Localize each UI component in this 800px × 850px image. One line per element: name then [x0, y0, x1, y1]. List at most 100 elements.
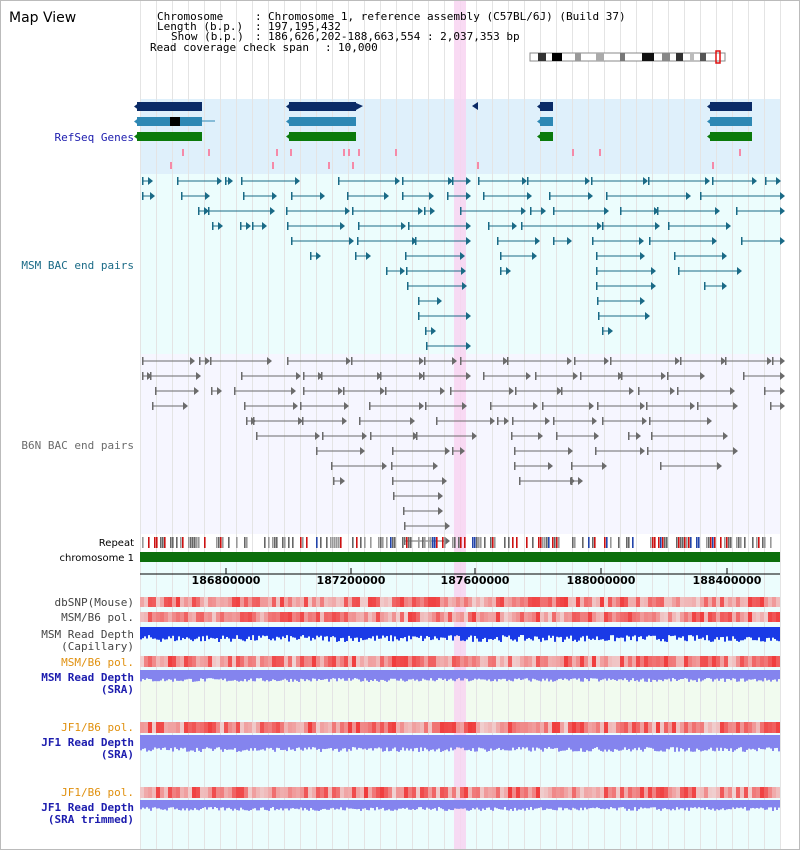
depth-bar: [636, 670, 638, 681]
depth-bar: [658, 735, 660, 752]
depth-bar: [174, 627, 176, 642]
depth-bar: [436, 735, 438, 750]
depth-bar: [320, 735, 322, 752]
depth-bar: [198, 627, 200, 637]
msm-bac-label[interactable]: MSM BAC end pairs: [21, 259, 134, 272]
depth-bar: [482, 670, 484, 680]
heat-cell: [596, 612, 600, 622]
b6n-bac-pair-end: [780, 387, 785, 395]
depth-bar: [524, 735, 526, 749]
heat-cell: [168, 597, 172, 607]
b6n-bac-pair-end: [318, 372, 323, 380]
depth-bar: [720, 670, 722, 679]
msm-bac-pair-end: [596, 267, 598, 275]
b6n-bac-pair-end: [621, 372, 623, 380]
depth-bar: [140, 735, 142, 751]
depth-bar: [722, 735, 724, 751]
b6n-bac-pair-end: [472, 432, 477, 440]
depth-bar: [166, 627, 168, 640]
depth-bar: [210, 670, 212, 679]
depth-bar: [688, 735, 690, 748]
depth-bar: [230, 627, 232, 642]
depth-bar: [330, 735, 332, 748]
heat-cell: [388, 722, 392, 733]
depth-bar: [578, 800, 580, 811]
depth-bar: [506, 670, 508, 682]
heat-cell: [680, 597, 684, 607]
heat-cell: [700, 612, 704, 622]
depth-bar: [294, 670, 296, 680]
msm-bac-pair-end: [640, 297, 645, 305]
refseq-genes-label[interactable]: RefSeq Genes: [55, 131, 134, 144]
depth-bar: [636, 627, 638, 642]
heat-cell: [320, 722, 324, 733]
repeat-element: [302, 537, 304, 548]
heat-cell: [764, 612, 768, 622]
depth-bar: [158, 627, 160, 640]
msm-bac-end-pairs-track[interactable]: [142, 177, 785, 350]
depth-bar: [416, 627, 418, 638]
repeat-element: [484, 537, 486, 548]
depth-bar: [192, 800, 194, 811]
depth-bar: [652, 735, 654, 749]
depth-bar: [300, 670, 302, 679]
heat-cell: [392, 787, 396, 798]
depth-bar: [366, 670, 368, 681]
b6n-bac-pair-end: [680, 357, 682, 365]
b6n-bac-pair-end: [651, 432, 653, 440]
msm-bac-pair-end: [212, 222, 214, 230]
heat-cell: [280, 722, 284, 733]
depth-bar: [584, 800, 586, 808]
depth-bar: [596, 800, 598, 808]
depth-bar: [564, 800, 566, 809]
heat-cell: [564, 656, 568, 667]
msm-bac-pair-end: [425, 327, 427, 335]
depth-bar: [442, 800, 444, 810]
heat-cell: [160, 612, 164, 622]
depth-bar: [380, 670, 382, 680]
depth-bar: [440, 670, 442, 679]
depth-bar: [554, 735, 556, 749]
msm-bac-pair-end: [606, 192, 608, 200]
depth-bar: [268, 735, 270, 749]
depth-bar: [310, 800, 312, 808]
gene-model: [540, 117, 553, 126]
depth-bar: [162, 800, 164, 810]
depth-bar: [456, 627, 458, 636]
b6n-bac-end-pairs-track[interactable]: [142, 357, 785, 545]
b6n-bac-pair-end: [142, 357, 144, 365]
depth-bar: [442, 735, 444, 752]
b6n-bac-pair-end: [445, 537, 450, 545]
depth-bar: [630, 800, 632, 811]
heat-cell: [156, 656, 160, 667]
heat-cell: [204, 722, 208, 733]
depth-bar: [556, 670, 558, 681]
depth-bar: [658, 800, 660, 810]
heat-cell: [768, 612, 772, 622]
refseq-genes-track[interactable]: [134, 102, 752, 169]
heat-cell: [472, 612, 476, 622]
heat-cell: [284, 597, 288, 607]
depth-bar: [750, 627, 752, 638]
depth-bar: [566, 800, 568, 809]
heat-cell: [764, 597, 768, 607]
heat-cell: [508, 597, 512, 607]
depth-bar: [718, 627, 720, 640]
heat-cell: [204, 597, 208, 607]
depth-bar: [580, 627, 582, 638]
depth-bar: [284, 627, 286, 639]
b6n-bac-pair-end: [717, 462, 722, 470]
repeat-element: [192, 537, 194, 548]
depth-bar: [170, 800, 172, 808]
heat-cell: [692, 612, 696, 622]
depth-bar: [362, 800, 364, 809]
heat-cell: [224, 722, 228, 733]
msm-bac-pair-end: [262, 222, 267, 230]
heat-cell: [544, 722, 548, 733]
depth-bar: [740, 670, 742, 679]
b6n-bac-label[interactable]: B6N BAC end pairs: [21, 439, 134, 452]
heat-cell: [324, 612, 328, 622]
depth-bar: [420, 800, 422, 808]
chromosome-ideogram[interactable]: [529, 50, 726, 64]
depth-bar: [648, 735, 650, 748]
